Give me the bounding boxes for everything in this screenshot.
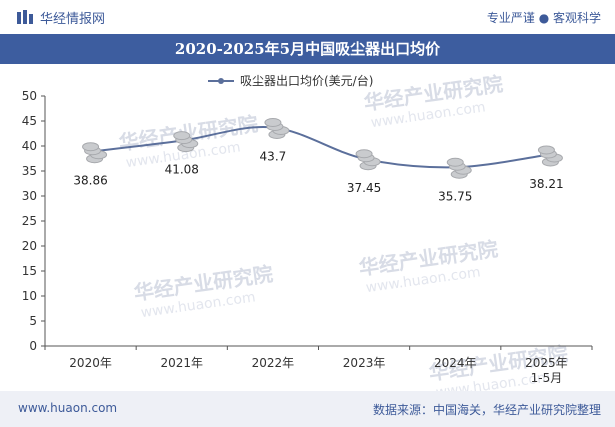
coin (82, 142, 100, 152)
x-tick-label: 2023年 (343, 356, 386, 370)
x-tick-label: 2021年 (160, 356, 203, 370)
chart-title: 2020-2025年5月中国吸尘器出口均价 (174, 40, 441, 58)
chart: 华经产业研究院www.huaon.com华经产业研究院www.huaon.com… (22, 72, 593, 391)
y-tick-label: 25 (22, 214, 37, 228)
y-tick-label: 5 (29, 314, 37, 328)
data-label: 35.75 (438, 189, 472, 203)
data-point (537, 145, 563, 167)
y-tick-label: 50 (22, 89, 37, 103)
grid: 0 5 10 15 20 25 30 35 40 45 50 2020年 2021年 2022年 2023年… (22, 89, 593, 385)
data-point (355, 149, 381, 171)
x-tick-label: 2020年 (69, 356, 112, 370)
legend-label: 吸尘器出口均价(美元/台) (240, 73, 373, 88)
data-label: 41.08 (165, 163, 199, 177)
y-tick-label: 40 (22, 139, 37, 153)
footer: www.huaon.com 数据来源：中国海关，华经产业研究院整理 (0, 391, 615, 427)
data-point (82, 142, 108, 164)
watermarks: 华经产业研究院www.huaon.com华经产业研究院www.huaon.com… (117, 72, 569, 391)
data-point (173, 131, 199, 153)
data-label: 38.86 (73, 174, 107, 188)
legend: 吸尘器出口均价(美元/台) (208, 73, 373, 88)
coin (537, 145, 555, 155)
coin (173, 131, 191, 141)
y-tick-label: 45 (22, 114, 37, 128)
x-tick-label: 2025年 1-5月 (525, 356, 568, 385)
x-tick-label: 2024年 (434, 356, 477, 370)
title-bar: 2020-2025年5月中国吸尘器出口均价 (0, 34, 615, 64)
y-tick-label: 10 (22, 289, 37, 303)
data-point (446, 157, 472, 179)
slogan-right: 客观科学 (552, 11, 601, 25)
coin (355, 149, 373, 159)
y-tick-label: 35 (22, 164, 37, 178)
site-name: 华经情报网 (40, 12, 106, 27)
y-tick-label: 20 (22, 239, 37, 253)
legend-marker (218, 78, 224, 84)
coin (446, 157, 464, 167)
data-point (264, 118, 290, 139)
data-label: 37.45 (347, 181, 381, 195)
slogan-dot: ● (538, 11, 553, 25)
x-tick-label: 2022年 (252, 356, 295, 370)
series: 38.86 41.08 43.7 37.45 35.75 38.21 (73, 118, 564, 203)
footer-website[interactable]: www.huaon.com (18, 401, 118, 415)
data-label: 38.21 (529, 177, 563, 191)
y-tick-label: 30 (22, 189, 37, 203)
footer-source: 数据来源：中国海关，华经产业研究院整理 (372, 403, 601, 417)
top-bar: 华经情报网 专业严谨 ● 客观科学 (0, 0, 615, 34)
slogan-left: 专业严谨 (486, 11, 535, 25)
slogan: 专业严谨 ● 客观科学 (487, 9, 601, 26)
y-tick-label: 0 (29, 339, 37, 353)
logo-icon (17, 10, 33, 24)
coin (264, 118, 282, 127)
y-tick-label: 15 (22, 264, 37, 278)
data-label: 43.7 (260, 150, 287, 164)
